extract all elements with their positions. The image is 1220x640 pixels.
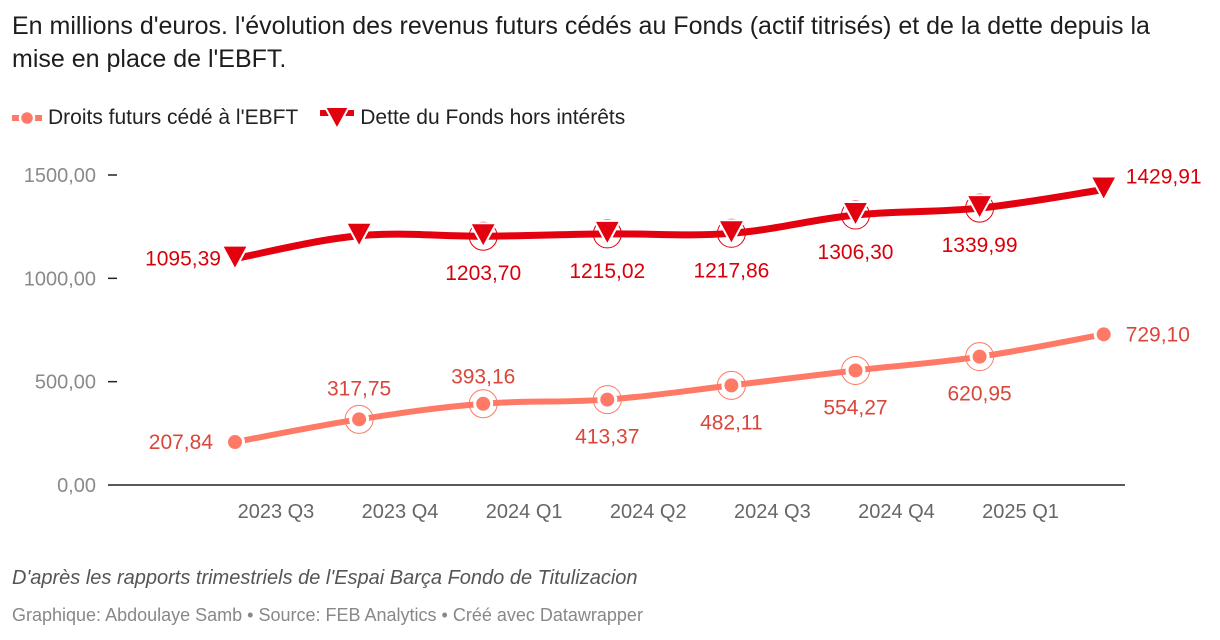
data-point-droits bbox=[225, 432, 245, 453]
legend-label-droits: Droits futurs cédé à l'EBFT bbox=[48, 106, 299, 129]
data-label: 1306,30 bbox=[818, 241, 894, 264]
legend-label-dette: Dette du Fonds hors intérêts bbox=[360, 106, 626, 129]
line-chart: 0,00 500,00 1000,00 1500,00 2023 Q3 2023 Q4 20… bbox=[24, 165, 1202, 523]
data-point-droits bbox=[349, 409, 370, 430]
y-tick-label: 1000,00 bbox=[24, 268, 96, 290]
chart-title: En millions d'euros. l'évolution des rev… bbox=[12, 12, 1150, 73]
point-highlight-ring bbox=[965, 193, 995, 223]
point-highlight-ring bbox=[344, 404, 374, 434]
data-label: 317,75 bbox=[327, 377, 391, 400]
data-label: 729,10 bbox=[1126, 323, 1190, 346]
point-highlight-ring bbox=[716, 218, 746, 248]
data-label: 1217,86 bbox=[693, 259, 769, 282]
point-highlight-ring bbox=[716, 370, 746, 400]
source-note: D'après les rapports trimestriels de l'E… bbox=[12, 567, 638, 589]
data-label: 1339,99 bbox=[942, 234, 1018, 257]
x-tick-label: 2024 Q2 bbox=[610, 501, 687, 523]
y-tick-label: 0,00 bbox=[57, 475, 96, 497]
y-tick-label: 1500,00 bbox=[24, 165, 96, 187]
data-label: 482,11 bbox=[700, 411, 763, 434]
data-label: 413,37 bbox=[575, 426, 639, 449]
data-point-droits bbox=[721, 375, 742, 396]
data-label: 1203,70 bbox=[445, 262, 521, 285]
x-tick-label: 2023 Q4 bbox=[362, 501, 439, 523]
x-tick-label: 2024 Q4 bbox=[858, 501, 935, 523]
legend-item-dette: Dette du Fonds hors intérêts bbox=[320, 105, 625, 131]
x-tick-label: 2023 Q3 bbox=[238, 501, 315, 523]
circle-marker-icon bbox=[12, 109, 42, 127]
data-label: 554,27 bbox=[823, 396, 887, 419]
data-point-dette bbox=[469, 222, 498, 249]
point-highlight-ring bbox=[965, 342, 995, 372]
data-label: 393,16 bbox=[451, 366, 515, 389]
data-point-droits bbox=[845, 360, 866, 381]
data-point-dette bbox=[965, 194, 994, 221]
credit-line: Graphique: Abdoulaye Samb • Source: FEB … bbox=[12, 605, 643, 625]
data-point-droits bbox=[1093, 324, 1114, 345]
data-label: 1215,02 bbox=[569, 260, 645, 283]
data-label: 207,84 bbox=[149, 431, 214, 454]
triangle-down-marker-icon bbox=[320, 106, 355, 131]
series-line-droits bbox=[232, 331, 1107, 446]
data-point-dette bbox=[841, 201, 870, 228]
data-label: 1095,39 bbox=[145, 248, 221, 271]
data-point-dette bbox=[593, 219, 622, 246]
data-point-droits bbox=[969, 346, 990, 367]
data-point-dette bbox=[221, 244, 249, 271]
data-point-droits bbox=[473, 393, 494, 414]
series-line-dette bbox=[231, 185, 1108, 263]
legend-item-droits: Droits futurs cédé à l'EBFT bbox=[12, 106, 298, 130]
data-label: 1429,91 bbox=[1126, 165, 1202, 188]
y-tick-label: 500,00 bbox=[35, 372, 96, 394]
point-highlight-ring bbox=[468, 389, 498, 419]
data-point-droits bbox=[597, 389, 618, 410]
x-tick-label: 2025 Q1 bbox=[982, 501, 1059, 523]
data-label: 620,95 bbox=[947, 383, 1011, 406]
x-tick-label: 2024 Q1 bbox=[486, 501, 563, 523]
data-point-dette bbox=[345, 221, 374, 248]
data-point-dette bbox=[717, 219, 746, 246]
data-point-dette bbox=[1089, 175, 1118, 202]
x-tick-label: 2024 Q3 bbox=[734, 501, 811, 523]
point-highlight-ring bbox=[592, 385, 622, 415]
legend: Droits futurs cédé à l'EBFT Dette du Fon… bbox=[12, 104, 647, 132]
point-highlight-ring bbox=[841, 355, 870, 385]
